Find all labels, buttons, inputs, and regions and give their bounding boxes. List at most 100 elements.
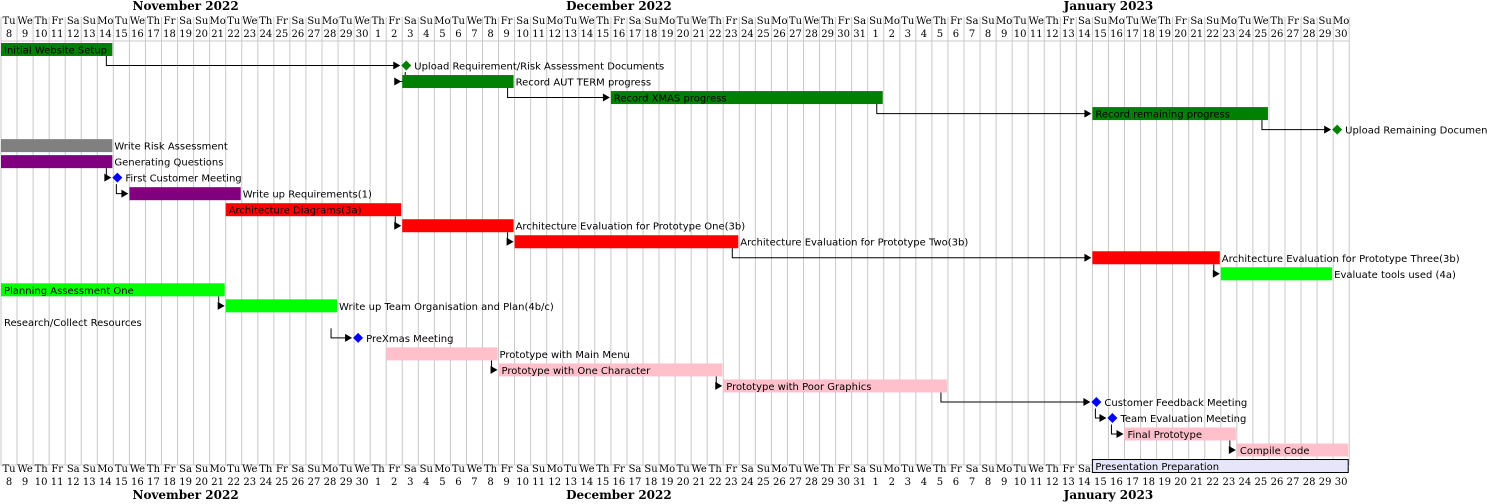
task-bar <box>498 363 723 377</box>
weekday-label: Tu <box>901 464 915 475</box>
day-label: 5 <box>937 29 943 40</box>
task-label: Prototype with Main Menu <box>500 350 630 361</box>
day-label: 21 <box>693 29 706 40</box>
dependency-arrowhead <box>394 221 402 230</box>
dependency-arrowhead <box>1083 397 1091 406</box>
day-label: 16 <box>1110 29 1123 40</box>
weekday-label: We <box>354 464 369 475</box>
day-label: 6 <box>953 477 959 488</box>
dependency-line <box>507 88 605 99</box>
day-label: 5 <box>439 29 445 40</box>
weekday-label: Fr <box>950 464 962 475</box>
weekday-label: Su <box>644 464 658 475</box>
task-label: First Customer Meeting <box>125 174 241 185</box>
day-label: 12 <box>548 477 561 488</box>
day-label: 14 <box>99 477 112 488</box>
task-label: Architecture Evaluation for Prototype On… <box>516 222 746 233</box>
weekday-label: Su <box>869 16 883 27</box>
weekday-label: Tu <box>452 464 466 475</box>
day-label: 14 <box>99 29 112 40</box>
day-label: 1 <box>375 29 381 40</box>
task-bar <box>225 203 402 217</box>
day-label: 20 <box>1174 477 1187 488</box>
day-label: 17 <box>629 29 642 40</box>
weekday-label: Sa <box>1190 16 1203 27</box>
day-label: 31 <box>853 29 866 40</box>
day-label: 22 <box>1206 29 1219 40</box>
weekday-label: Tu <box>340 464 354 475</box>
task-bar <box>1 139 113 153</box>
weekday-label: Tu <box>901 16 915 27</box>
weekday-label: Sa <box>179 464 192 475</box>
weekday-label: Th <box>35 16 49 27</box>
milestone-diamond <box>1332 124 1343 135</box>
day-label: 6 <box>455 29 461 40</box>
day-label: 2 <box>889 29 895 40</box>
weekday-label: Su <box>420 464 434 475</box>
task-bar <box>1091 459 1349 474</box>
weekday-label: Tu <box>1014 464 1028 475</box>
day-label: 3 <box>407 29 413 40</box>
dependency-arrowhead <box>217 301 225 310</box>
day-label: 22 <box>709 29 722 40</box>
day-label: 9 <box>1001 29 1007 40</box>
day-label: 28 <box>805 477 818 488</box>
day-label: 16 <box>1110 477 1123 488</box>
weekday-label: Th <box>35 464 49 475</box>
day-label: 11 <box>1030 477 1043 488</box>
day-label: 15 <box>115 29 128 40</box>
day-label: 19 <box>661 477 674 488</box>
day-label: 9 <box>1001 477 1007 488</box>
weekday-label: We <box>1253 16 1268 27</box>
weekday-label: Th <box>259 16 273 27</box>
task-bar <box>1 155 113 169</box>
dependency-arrowhead <box>1084 253 1092 262</box>
day-label: 6 <box>455 477 461 488</box>
weekday-label: Tu <box>227 16 241 27</box>
day-label: 27 <box>1287 477 1300 488</box>
day-label: 27 <box>1287 29 1300 40</box>
day-label: 3 <box>905 477 911 488</box>
task-bar <box>129 187 241 201</box>
weekday-label: Mo <box>97 464 113 475</box>
weekday-label: Su <box>195 16 209 27</box>
weekday-label: Sa <box>853 16 866 27</box>
task-bar <box>1220 267 1333 281</box>
day-label: 18 <box>645 29 658 40</box>
day-label: 20 <box>677 29 690 40</box>
weekday-label: We <box>1029 16 1044 27</box>
day-label: 17 <box>147 477 160 488</box>
task-bar <box>402 75 514 89</box>
day-label: 5 <box>937 477 943 488</box>
day-label: 22 <box>709 477 722 488</box>
day-label: 26 <box>773 477 786 488</box>
day-label: 3 <box>407 477 413 488</box>
weekday-label: Mo <box>996 464 1012 475</box>
weekday-label: Tu <box>2 464 16 475</box>
task-label: Write up Team Organisation and Plan(4b/c… <box>339 302 554 313</box>
task-label: Prototype with Poor Graphics <box>726 382 871 393</box>
day-label: 11 <box>532 29 545 40</box>
weekday-label: Fr <box>1287 16 1299 27</box>
milestone-diamond <box>1091 396 1102 407</box>
weekday-label: We <box>130 16 145 27</box>
day-label: 4 <box>921 29 927 40</box>
weekday-label: Mo <box>659 464 675 475</box>
weekday-label: Fr <box>164 16 176 27</box>
weekday-label: We <box>1029 464 1044 475</box>
weekday-label: Fr <box>51 16 63 27</box>
task-label: Record AUT TERM progress <box>516 78 652 89</box>
day-label: 21 <box>211 29 224 40</box>
day-label: 28 <box>324 29 337 40</box>
day-label: 7 <box>471 477 477 488</box>
task-label: Upload Remaining Documents <box>1345 126 1487 137</box>
weekday-label: Fr <box>613 464 625 475</box>
day-label: 24 <box>741 29 754 40</box>
day-label: 30 <box>356 477 369 488</box>
day-label: 8 <box>6 477 12 488</box>
day-label: 19 <box>179 29 192 40</box>
day-label: 29 <box>340 477 353 488</box>
weekday-label: Tu <box>1126 16 1140 27</box>
weekday-label: Fr <box>1062 464 1074 475</box>
weekday-label: Tu <box>115 464 129 475</box>
